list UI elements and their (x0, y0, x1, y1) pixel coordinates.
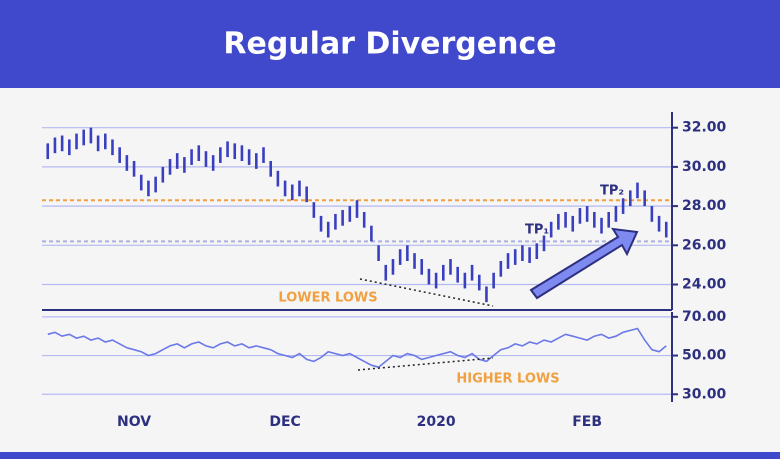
y-tick-label: 30.00 (682, 159, 727, 175)
arrow-shape (529, 227, 639, 300)
annotation: HIGHER LOWS (456, 372, 559, 387)
annotation: TP₁ (525, 223, 549, 238)
y-tick-label: 26.00 (682, 237, 727, 253)
rsi-line (47, 327, 667, 369)
annotation: LOWER LOWS (278, 291, 377, 306)
arrow (529, 227, 639, 300)
y-tick-label: 28.00 (682, 198, 727, 214)
y-tick-label: 50.00 (682, 348, 727, 364)
header-band (0, 0, 780, 88)
x-tick-label: DEC (269, 414, 300, 430)
plot: 24.00 26.00 28.00 30.00 32.00 30.00 50.00 70.00… (42, 112, 727, 430)
y-tick-label: 32.00 (682, 120, 727, 136)
y-tick-label: 30.00 (682, 386, 727, 402)
x-tick-label: 2020 (417, 414, 456, 430)
x-tick-label: NOV (117, 414, 151, 430)
chart-background (0, 88, 780, 452)
annotation: TP₂ (600, 184, 624, 199)
x-tick-label: FEB (572, 414, 602, 430)
chart-title: Regular Divergence (223, 27, 556, 62)
y-tick-label: 24.00 (682, 277, 727, 293)
y-tick-label: 70.00 (682, 309, 727, 325)
footer-band (0, 452, 780, 459)
